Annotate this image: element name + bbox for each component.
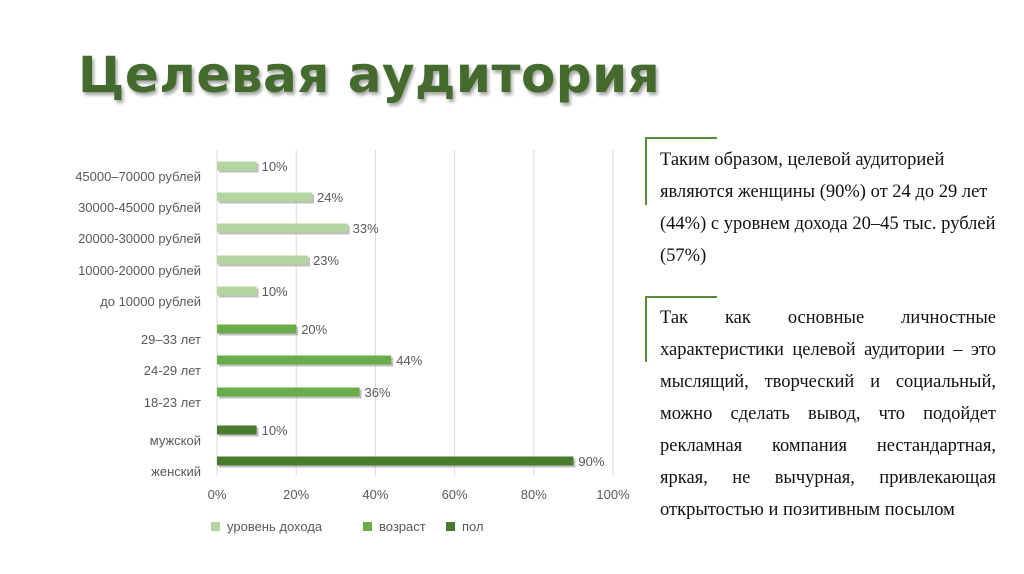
bar: [217, 355, 392, 365]
data-label: 10%: [262, 159, 288, 174]
conclusion-text: Так как основные личностные характеристи…: [660, 308, 996, 520]
data-label: 33%: [353, 221, 379, 236]
page-title: Целевая аудитория: [78, 46, 661, 104]
x-tick-label: 100%: [596, 487, 630, 502]
grid-lines: [216, 150, 614, 476]
summary-text: Таким образом, целевой аудиторией являют…: [660, 150, 996, 266]
data-label: 10%: [262, 423, 288, 438]
category-label: 10000-20000 рублей: [78, 263, 201, 278]
bar: [217, 387, 360, 397]
bar: [217, 286, 257, 296]
bar-chart: 10% 45000–70000 рублей 24% 30000-45000 рубл…: [75, 150, 630, 534]
x-tick-label: 20%: [283, 487, 309, 502]
category-label: 18-23 лет: [144, 395, 201, 410]
legend-swatch: [446, 522, 455, 531]
data-label: 23%: [313, 253, 339, 268]
x-tick-label: 0%: [208, 487, 227, 502]
bars: [217, 161, 576, 468]
data-label: 10%: [262, 284, 288, 299]
x-tick-label: 40%: [362, 487, 388, 502]
bar: [217, 161, 257, 171]
data-label: 24%: [317, 190, 343, 205]
legend-label: уровень дохода: [227, 519, 323, 534]
legend-swatch: [363, 522, 372, 531]
bar: [217, 425, 257, 435]
category-label: 45000–70000 рублей: [75, 169, 201, 184]
x-tick-label: 60%: [442, 487, 468, 502]
category-label: 29–33 лет: [141, 332, 201, 347]
data-label: 90%: [578, 454, 604, 469]
category-labels: 10% 45000–70000 рублей 24% 30000-45000 рубл…: [75, 159, 605, 479]
data-label: 44%: [396, 353, 422, 368]
x-tick-label: 80%: [521, 487, 547, 502]
bar: [217, 223, 348, 233]
conclusion-accent: [645, 296, 717, 362]
category-label: 30000-45000 рублей: [78, 200, 201, 215]
category-label: 24-29 лет: [144, 363, 201, 378]
bar: [217, 324, 297, 334]
data-label: 36%: [365, 385, 391, 400]
bar: [217, 456, 574, 466]
category-label: до 10000 рублей: [100, 294, 201, 309]
legend: уровень дохода возраст пол: [211, 519, 484, 534]
category-label: мужской: [150, 433, 201, 448]
category-label: женский: [151, 464, 201, 479]
legend-swatch: [211, 522, 220, 531]
summary-accent: [645, 137, 717, 205]
bar: [217, 192, 313, 202]
legend-label: пол: [462, 519, 484, 534]
category-label: 20000-30000 рублей: [78, 231, 201, 246]
bar: [217, 255, 309, 265]
legend-label: возраст: [379, 519, 426, 534]
x-axis-ticks: 0% 20% 40% 60% 80% 100%: [208, 487, 630, 502]
data-label: 20%: [301, 322, 327, 337]
